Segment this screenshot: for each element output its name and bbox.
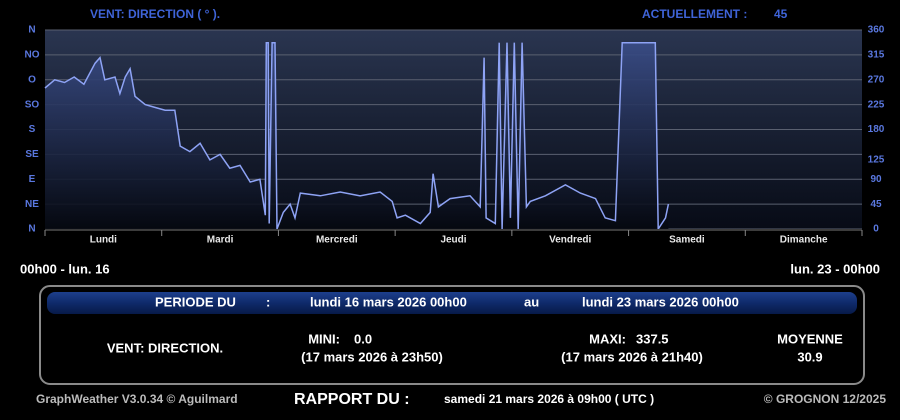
period-label: PERIODE DU (155, 294, 236, 309)
y-tick-label: SO (25, 99, 40, 110)
maxi-value: 337.5 (636, 331, 669, 346)
period-between: au (524, 294, 539, 309)
day-label: Jeudi (440, 235, 466, 246)
x-axis-band (45, 229, 862, 251)
y-tick-label: O (28, 74, 36, 85)
average-value: 30.9 (797, 349, 822, 364)
area (45, 42, 669, 230)
day-label: Dimanche (780, 235, 828, 246)
copyright: © GROGNON 12/2025 (764, 392, 887, 406)
y2-tick-label: 0 (873, 224, 879, 235)
range-start: 00h00 - lun. 16 (20, 261, 110, 276)
report-label: RAPPORT DU : (294, 391, 410, 408)
mini-label: MINI: (308, 331, 340, 346)
y2-tick-label: 315 (868, 50, 885, 61)
average-label: MOYENNE (777, 331, 843, 346)
y2-tick-label: 125 (868, 155, 885, 166)
day-label: Mercredi (316, 235, 358, 246)
y-tick-label: NE (25, 199, 39, 210)
y2-tick-label: 45 (870, 199, 882, 210)
y2-tick-label: 180 (868, 124, 885, 135)
report-date: samedi 21 mars 2026 à 09h00 ( UTC ) (444, 392, 654, 406)
period-start: lundi 16 mars 2026 00h00 (310, 294, 467, 309)
line (44, 41, 670, 232)
period-separator: : (266, 294, 270, 309)
day-label: Mardi (207, 235, 234, 246)
stats-name: VENT: DIRECTION. (107, 340, 223, 355)
maxi-label: MAXI: (589, 331, 626, 346)
y-tick-label: S (29, 124, 36, 135)
chart-title: VENT: DIRECTION ( ° ). (90, 7, 220, 21)
mini-value: 0.0 (354, 331, 372, 346)
y2-tick-label: 90 (870, 174, 882, 185)
day-label: Lundi (90, 235, 117, 246)
maxi-date: (17 mars 2026 à 21h40) (561, 349, 703, 364)
current-label: ACTUELLEMENT : (642, 7, 747, 21)
y-tick-label: N (28, 224, 35, 235)
y-tick-label: N (28, 25, 35, 36)
current-value: 45 (774, 7, 788, 21)
y-tick-label: SE (25, 149, 39, 160)
y2-tick-label: 225 (868, 99, 885, 110)
day-label: Samedi (669, 235, 705, 246)
y-tick-label: NO (25, 50, 40, 61)
y2-tick-label: 270 (868, 74, 885, 85)
mini-date: (17 mars 2026 à 23h50) (301, 349, 443, 364)
day-label: Vendredi (549, 235, 591, 246)
software-credit: GraphWeather V3.0.34 © Aguilmard (36, 392, 238, 406)
y-tick-label: E (29, 174, 36, 185)
y2-tick-label: 360 (868, 25, 885, 36)
period-bar (47, 292, 857, 314)
range-end: lun. 23 - 00h00 (790, 261, 880, 276)
period-end: lundi 23 mars 2026 00h00 (582, 294, 739, 309)
